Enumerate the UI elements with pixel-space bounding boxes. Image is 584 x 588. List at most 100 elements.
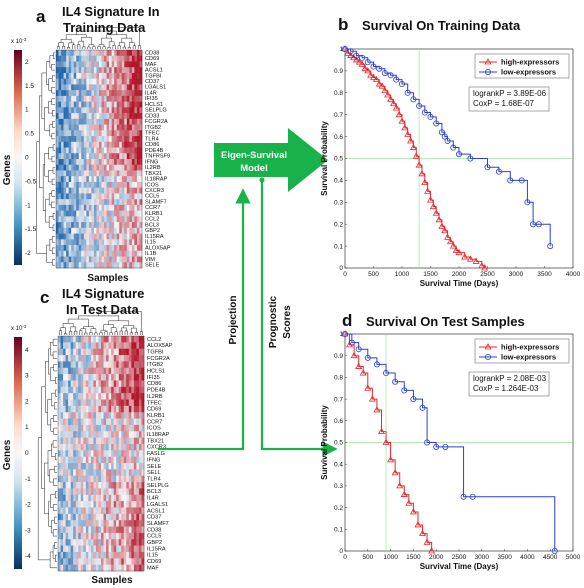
heatmap-cell [113,348,117,356]
heatmap-cell [90,488,94,496]
heatmap-cell [101,256,105,263]
heatmap-cell [111,355,114,362]
heatmap-cell [91,204,95,211]
heatmap-cell [73,367,77,375]
heatmap-cell [60,374,64,381]
heatmap-cell [141,386,145,394]
heatmap-cell [90,437,94,445]
heatmap-cell [61,245,64,252]
heatmap-cell [68,250,72,257]
dendrogram-branch [46,244,53,263]
heatmap-cell [60,424,64,432]
heatmap-cell [114,204,118,211]
heatmap-cell [65,558,69,565]
heatmap-cell [83,176,87,183]
heatmap-cell [68,526,71,534]
heatmap-cell [126,245,130,252]
heatmap-cell [133,456,137,464]
heatmap-cell [108,488,112,496]
heatmap-cell [131,336,135,343]
heatmap-cell [119,84,123,91]
heatmap-cell [114,113,118,120]
gene-label: CD37 [145,79,159,85]
heatmap-cell [95,526,99,534]
heatmap-cell [126,361,130,369]
heatmap-cell [124,199,128,206]
heatmap-cell [99,72,102,79]
heatmap-cell [116,113,120,120]
heatmap-cell [63,159,67,166]
heatmap-cell [75,475,79,483]
heatmap-cell [98,380,102,388]
heatmap-cell [106,95,110,102]
heatmap-cell [80,456,84,464]
heatmap-cell [141,564,145,572]
heatmap-cell [138,348,142,356]
heatmap-cell [88,520,92,527]
heatmap-cell [63,475,66,483]
heatmap-cell [83,256,87,263]
x-tick-label: 2500 [480,271,495,278]
heatmap-cell [133,513,137,521]
gene-label: HCLS1 [145,102,163,108]
heatmap-cell [121,482,125,489]
heatmap-cell [56,170,59,177]
heatmap-cell [131,124,135,131]
heatmap-cell [63,199,67,206]
heatmap-cell [78,513,82,521]
heatmap-cell [121,124,125,131]
colorbar-tick: -4 [25,553,31,560]
heatmap-cell [58,564,61,572]
heatmap-cell [80,355,84,362]
heatmap-cell [75,532,79,540]
heatmap-cell [136,67,140,74]
x-tick-label: 2000 [452,271,467,278]
heatmap-cell [73,159,77,166]
heatmap-cell [58,113,62,120]
heatmap-cell [93,450,97,457]
heatmap-cell [93,181,97,188]
heatmap-cell [60,488,64,496]
heatmap-cell [139,153,143,160]
heatmap-cell [93,526,97,534]
dendrogram-branch [52,338,57,346]
heatmap-cell [118,336,122,343]
x-axis-label: Survival Time (Days) [420,562,499,571]
dendrogram-branch [124,330,128,335]
heatmap-cell [131,141,135,148]
dendrogram-branch [98,311,142,332]
heatmap-cell [88,475,92,483]
heatmap-cell [98,443,102,451]
heatmap-cell [129,55,133,62]
heatmap-cell [93,374,97,381]
heatmap-cell [134,222,138,229]
heatmap-cell [136,147,140,154]
heatmap-cell [91,90,95,97]
heatmap-cell [93,558,97,565]
heatmap-cell [56,199,59,206]
heatmap-cell [73,199,77,206]
heatmap-cell [139,216,143,223]
heatmap-cell [126,164,130,171]
heatmap-cell [65,488,69,496]
heatmap-cell [124,118,128,125]
heatmap-cell [131,193,135,200]
heatmap-cell [66,233,69,240]
heatmap-cell [113,437,117,445]
heatmap-cell [68,501,71,508]
heatmap-cell [136,118,140,125]
heatmap-cell [113,526,117,534]
heatmap-cell [101,469,104,477]
heatmap-cell [128,386,132,394]
heatmap-cell [111,475,114,483]
heatmap-cell [133,475,137,483]
heatmap-cell [80,348,84,356]
heatmap-cell [128,488,132,496]
heatmap-cell [93,494,97,502]
heatmap-cell [126,72,130,79]
heatmap-cell [119,78,123,85]
heatmap-cell [66,113,69,120]
dendrogram-branch [53,52,55,59]
y-tick-label: 1 [339,331,343,338]
